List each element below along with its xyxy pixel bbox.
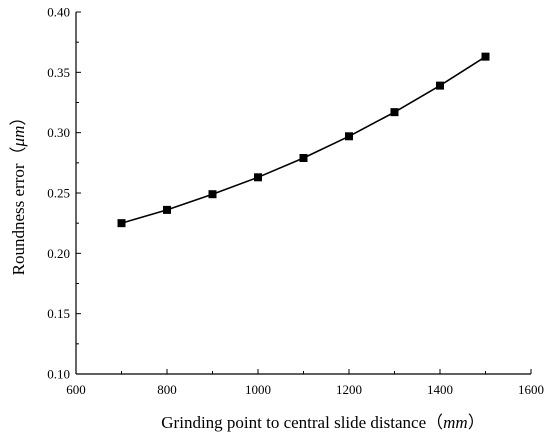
axis-titles: Grinding point to central slide distance… — [9, 109, 485, 432]
y-axis-open-paren: （ — [9, 146, 28, 163]
y-tick-label: 0.40 — [47, 5, 70, 20]
x-tick-label: 1000 — [245, 382, 271, 397]
data-point — [117, 219, 126, 228]
y-tick-label: 0.25 — [47, 186, 70, 201]
x-axis-label: Grinding point to central slide distance — [161, 413, 426, 432]
y-tick-label: 0.20 — [47, 246, 70, 261]
x-tick-label: 600 — [66, 382, 86, 397]
y-axis-label: Roundness error — [9, 163, 28, 275]
y-tick-label: 0.30 — [47, 125, 70, 140]
x-axis-title: Grinding point to central slide distance… — [161, 413, 484, 432]
x-axis-open-paren: （ — [426, 413, 443, 432]
y-tick-label: 0.35 — [47, 65, 70, 80]
axes — [75, 12, 531, 375]
data-point — [208, 190, 217, 199]
data-point — [436, 81, 444, 90]
y-axis-unit: μm — [9, 126, 28, 148]
x-tick-label: 800 — [157, 382, 177, 397]
x-axis-unit: mm — [443, 413, 468, 432]
x-axis-close-paren: ） — [468, 413, 485, 432]
y-axis-title: Roundness error（μm） — [9, 109, 28, 276]
data-point — [481, 52, 490, 61]
data-point — [345, 132, 353, 141]
x-tick-label: 1600 — [518, 382, 544, 397]
x-tick-label: 1200 — [336, 382, 362, 397]
x-tick-label: 1400 — [427, 382, 453, 397]
data-point — [390, 108, 399, 117]
data-point — [254, 173, 262, 182]
y-axis-close-paren: ） — [9, 109, 28, 126]
y-tick-label: 0.15 — [47, 306, 70, 321]
series-line — [121, 55, 486, 224]
ticks: 600 800 1000 1200 1400 1600 0.10 0.15 0.20 0.25 0.… — [47, 5, 544, 398]
data-point — [163, 205, 171, 214]
series — [117, 52, 490, 228]
data-point — [299, 154, 308, 163]
y-tick-label: 0.10 — [47, 367, 70, 382]
